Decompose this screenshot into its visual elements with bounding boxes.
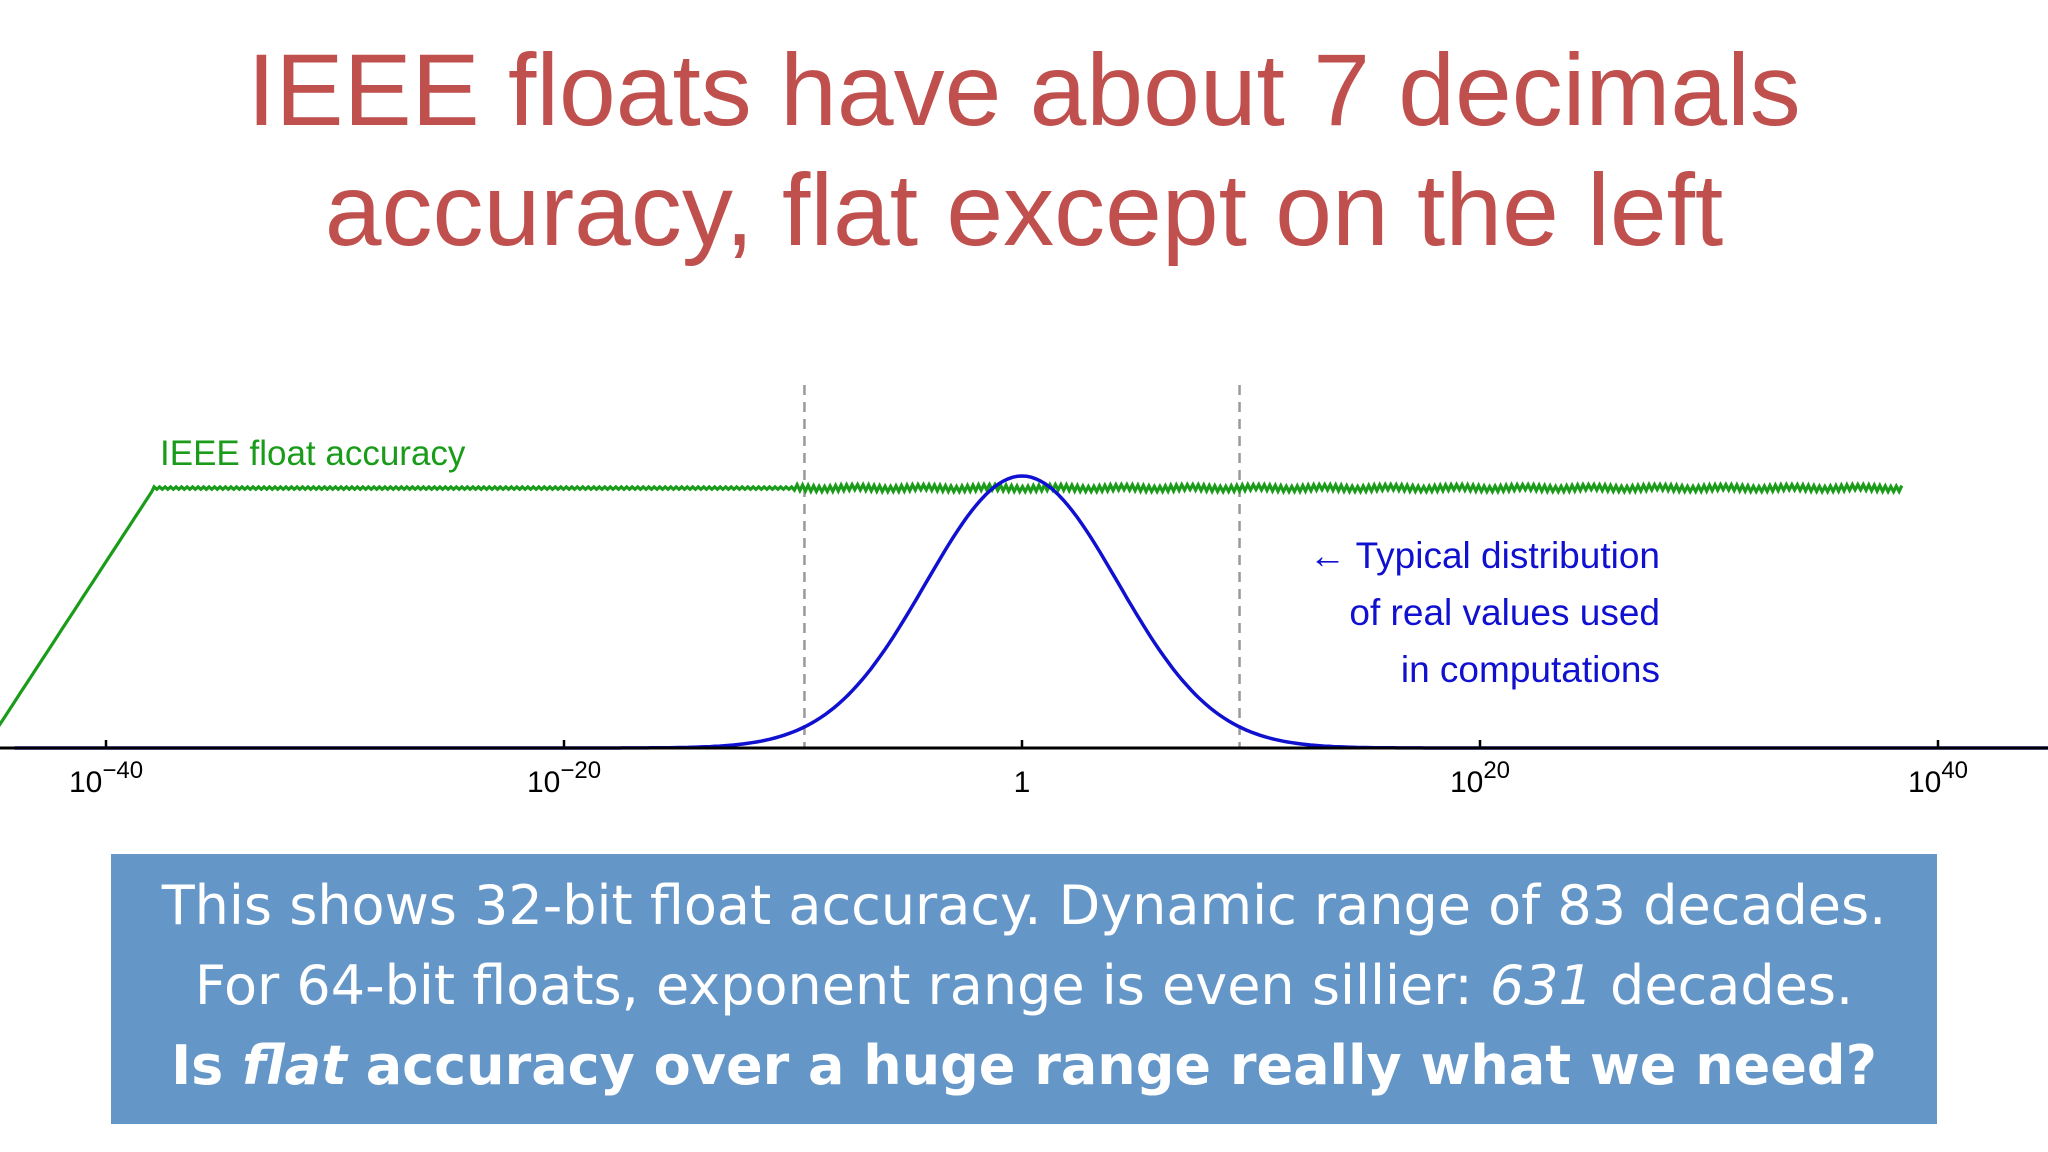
accuracy-label: IEEE float accuracy [160, 434, 466, 473]
accuracy-series [0, 481, 1904, 728]
callout-emphasis-631: 631 [1489, 954, 1593, 1017]
distribution-label-line-1: ← Typical distribution [1309, 535, 1660, 576]
x-tick-label-5: 1040 [1908, 757, 1968, 799]
accuracy-line [0, 481, 1904, 728]
accuracy-chart: 10−40 10−20 1 1020 1040 IEEE float accuracy ←… [0, 385, 2048, 799]
callout-line-2-start: For 64-bit floats, exponent range is eve… [194, 954, 1490, 1017]
callout-line-1: This shows 32-bit float accuracy. Dynami… [161, 874, 1887, 937]
slide-title-line-1: IEEE floats have about 7 decimals [247, 33, 1801, 147]
x-tick-label-2: 10−20 [527, 757, 601, 799]
callout-question-end: accuracy over a huge range really what w… [346, 1034, 1877, 1097]
callout-line-2-end: decades. [1592, 954, 1854, 1017]
callout-line-2: For 64-bit floats, exponent range is eve… [111, 946, 1937, 1026]
callout-question-start: Is [171, 1034, 243, 1097]
arrow-left-icon: ← [1309, 535, 1356, 576]
slide-title-line-2: accuracy, flat except on the left [324, 153, 1724, 267]
chart-labels: IEEE float accuracy ← Typical distributio… [160, 434, 1660, 690]
callout-emphasis-flat: flat [242, 1034, 347, 1097]
distribution-curve [14, 474, 2048, 750]
distribution-label-line-3: in computations [1401, 649, 1660, 690]
callout-question: Is flat accuracy over a huge range reall… [111, 1026, 1937, 1106]
dashed-lines [803, 385, 1241, 748]
distribution-label-line-2: of real values used [1349, 592, 1660, 633]
x-tick-label-4: 1020 [1450, 757, 1510, 799]
distribution-series [14, 474, 2048, 750]
x-tick-label-3: 1 [1014, 766, 1031, 799]
callout-box: This shows 32-bit float accuracy. Dynami… [111, 854, 1937, 1124]
x-tick-label-1: 10−40 [69, 757, 143, 799]
x-axis: 10−40 10−20 1 1020 1040 [0, 740, 2048, 799]
